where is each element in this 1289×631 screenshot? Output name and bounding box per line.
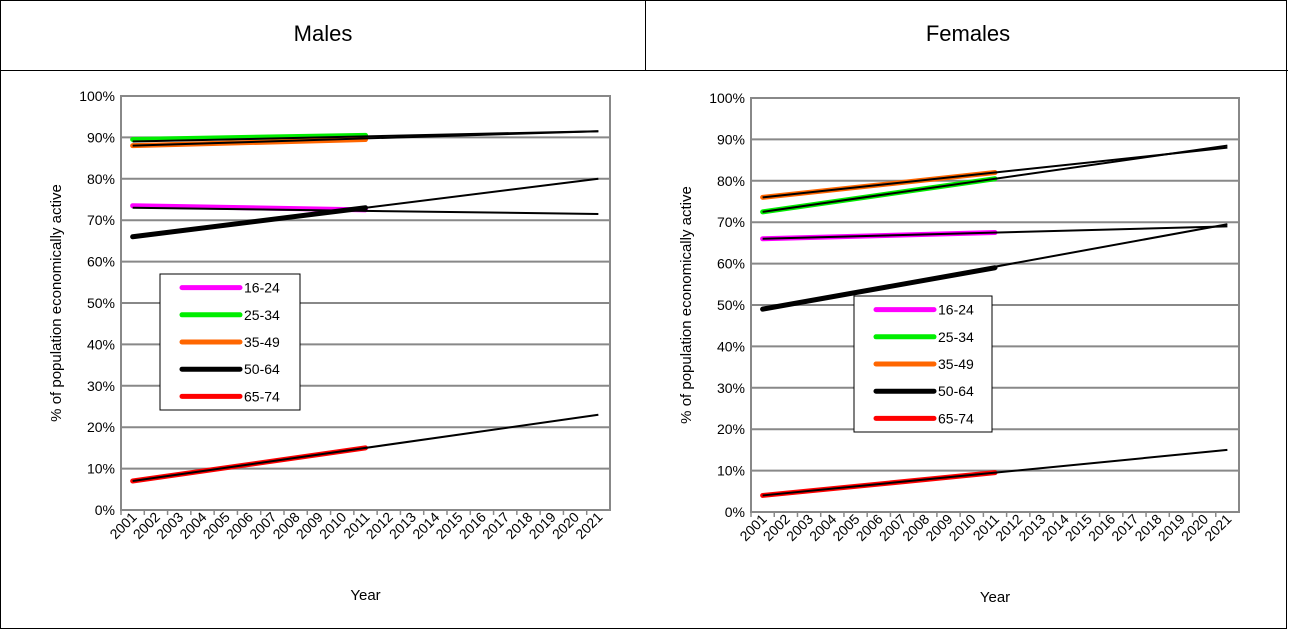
females-ytick-label: 60% [717, 256, 745, 272]
females-ytick-label: 40% [717, 338, 745, 354]
males-ytick-label: 70% [87, 212, 115, 228]
males-series-16-24 [130, 203, 368, 213]
males-ytick-label: 50% [87, 295, 115, 311]
males-ytick-label: 40% [87, 336, 115, 352]
males-plot-area [120, 95, 611, 511]
males-ytick-label: 0% [95, 502, 115, 518]
females-legend-label-65-74: 65-74 [938, 410, 974, 426]
males-ytick-label: 60% [87, 254, 115, 270]
females-x-axis-title: Year [980, 589, 1010, 606]
males-legend-label-25-34: 25-34 [244, 307, 280, 323]
males-ytick-label: 30% [87, 378, 115, 394]
males-projection-line [132, 177, 599, 238]
header-row: Males Females [1, 1, 1288, 71]
females-ytick-label: 100% [709, 90, 745, 106]
females-y-axis-title: % of population economically active [678, 186, 695, 424]
females-ytick-label: 10% [717, 463, 745, 479]
females-legend-label-25-34: 25-34 [938, 329, 974, 345]
females-legend-label-50-64: 50-64 [938, 383, 974, 399]
females-legend: 16-24 25-34 35-49 50-64 65-74 [853, 295, 993, 433]
males-projection-line [132, 130, 599, 147]
males-ytick-label: 10% [87, 461, 115, 477]
females-ytick-label: 70% [717, 214, 745, 230]
females-plot-area [750, 97, 1240, 513]
females-xtick-label: 2021 [1201, 511, 1234, 544]
males-ytick-label: 90% [87, 129, 115, 145]
females-ytick-label: 20% [717, 421, 745, 437]
males-legend-label-50-64: 50-64 [244, 361, 280, 377]
males-ytick-label: 20% [87, 419, 115, 435]
males-series-25-34 [130, 132, 368, 142]
females-projection-line [762, 448, 1228, 497]
females-projection-line [762, 225, 1228, 240]
females-ytick-label: 30% [717, 380, 745, 396]
males-projection-line [132, 206, 599, 215]
females-chart: 0%10%20%30%40%50%60%70%80%90%100%2001200… [678, 90, 1240, 606]
males-legend-label-65-74: 65-74 [244, 388, 280, 404]
females-ytick-label: 50% [717, 297, 745, 313]
females-legend-label-16-24: 16-24 [938, 302, 974, 318]
females-title: Females [925, 21, 1011, 46]
header-divider [645, 1, 646, 71]
males-ytick-label: 80% [87, 171, 115, 187]
females-legend-label-35-49: 35-49 [938, 356, 974, 372]
males-ytick-label: 100% [79, 88, 115, 104]
females-ytick-label: 90% [717, 131, 745, 147]
males-y-axis-title: % of population economically active [48, 184, 65, 422]
males-projection-line [132, 413, 599, 483]
females-projection-line [762, 223, 1228, 311]
males-legend: 16-24 25-34 35-49 50-64 65-74 [159, 273, 301, 411]
males-xtick-label: 2021 [572, 509, 605, 542]
females-projection-line [762, 146, 1228, 199]
males-title: Males [293, 21, 353, 46]
males-chart: 0%10%20%30%40%50%60%70%80%90%100%2001200… [48, 88, 611, 604]
males-x-axis-title: Year [350, 587, 380, 604]
males-legend-label-35-49: 35-49 [244, 334, 280, 350]
females-ytick-label: 80% [717, 173, 745, 189]
males-legend-label-16-24: 16-24 [244, 280, 280, 296]
females-ytick-label: 0% [725, 504, 745, 520]
